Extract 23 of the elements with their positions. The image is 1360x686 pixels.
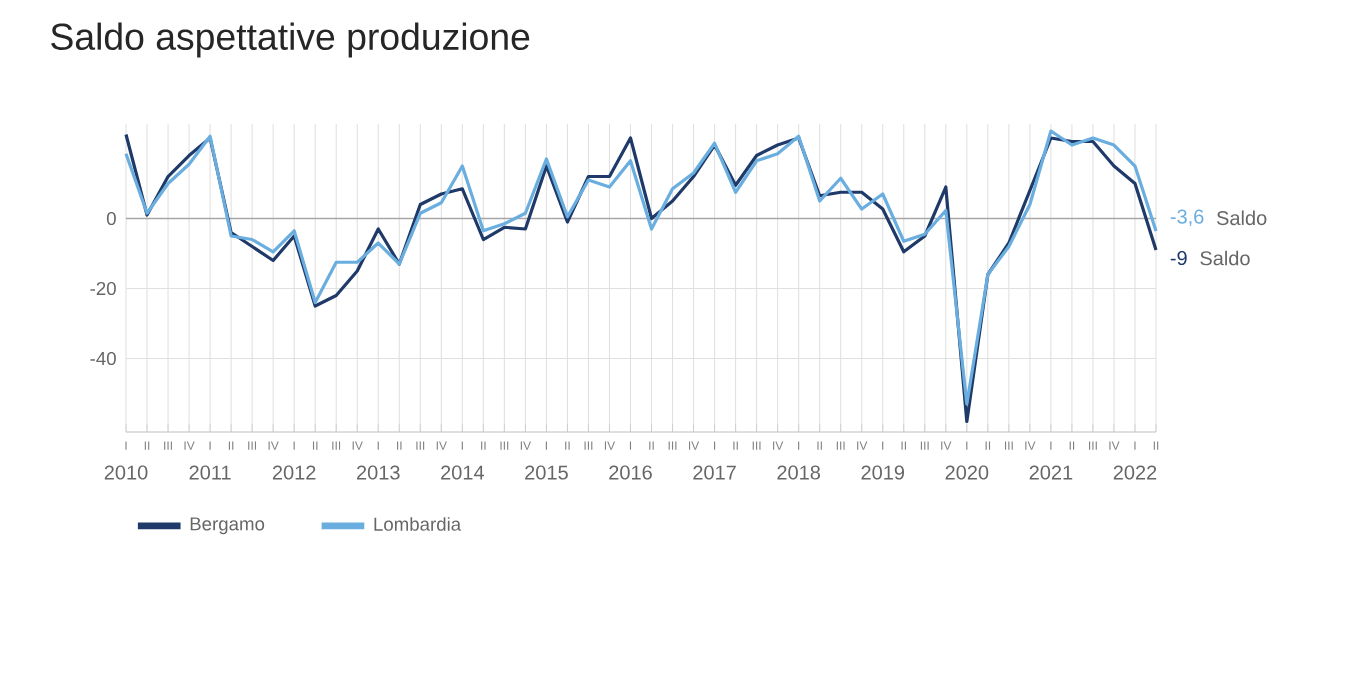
y-tick-label: -20 (90, 281, 116, 296)
text: Saldo (1200, 250, 1250, 266)
y-tick-label: 0 (106, 211, 116, 226)
x2-tick-label: 2019 (861, 465, 905, 480)
x2-tick-label: 2016 (609, 465, 652, 480)
x2-tick-label: 2021 (1029, 465, 1073, 480)
x2-tick-label: 2010 (104, 465, 148, 480)
x2-tick-label: 2015 (525, 465, 568, 480)
x2-tick-label: 2011 (189, 465, 231, 480)
data-label: -9 (1170, 250, 1187, 266)
x2-tick-label: 2012 (272, 465, 316, 480)
x2-tick-label: 2014 (441, 465, 484, 480)
legend-label: Bergamo (190, 517, 265, 535)
x2-tick-label: 2022 (1113, 465, 1157, 480)
data-label: -3,6 (1170, 209, 1204, 227)
x2-tick-label: 2018 (777, 465, 821, 480)
text: Saldo (1216, 210, 1267, 226)
chart-title: Saldo aspettative produzione (51, 22, 530, 58)
x2-tick-label: 2017 (693, 465, 736, 480)
y-tick-label: -40 (90, 351, 116, 366)
legend-label: Lombardia (374, 517, 462, 531)
x2-tick-label: 2013 (357, 465, 400, 480)
x2-tick-label: 2020 (945, 465, 989, 480)
